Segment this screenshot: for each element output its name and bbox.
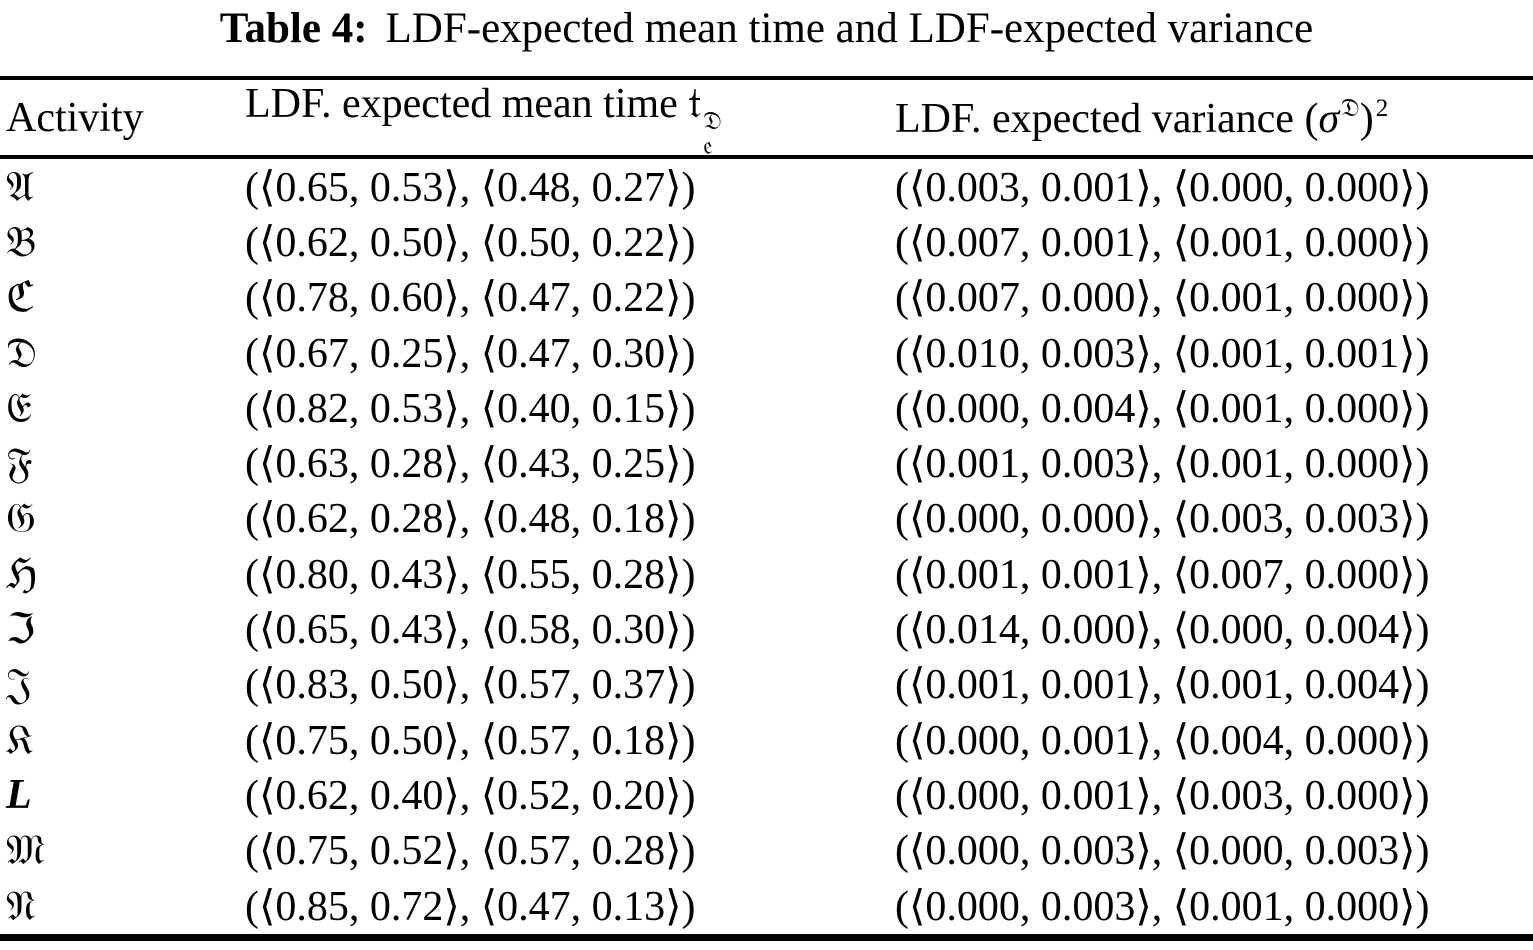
activity-glyph: ℭ (6, 272, 36, 322)
fraktur-t-symbol: 𝔱 (688, 77, 702, 127)
squared-exponent: 2 (1375, 94, 1389, 122)
activity-glyph: 𝔊 (6, 493, 36, 543)
mean-cell: (⟨0.62, 0.40⟩, ⟨0.52, 0.20⟩) (245, 772, 696, 819)
activity-cell: 𝔇 (0, 328, 245, 378)
table-row: ℌ (⟨0.80, 0.43⟩, ⟨0.55, 0.28⟩) (⟨0.001, … (0, 546, 1533, 601)
table-caption-label: Table 4: (219, 5, 368, 52)
table-row: ℑ (⟨0.65, 0.43⟩, ⟨0.58, 0.30⟩) (⟨0.014, … (0, 601, 1533, 656)
mean-cell: (⟨0.78, 0.60⟩, ⟨0.47, 0.22⟩) (245, 275, 696, 322)
variance-cell: (⟨0.001, 0.001⟩, ⟨0.001, 0.004⟩) (895, 662, 1430, 709)
activity-cell: 𝔅 (0, 217, 245, 267)
variance-cell: (⟨0.007, 0.000⟩, ⟨0.001, 0.000⟩) (895, 275, 1430, 322)
variance-header-text: LDF. expected variance (895, 95, 1305, 142)
variance-cell: (⟨0.000, 0.003⟩, ⟨0.001, 0.000⟩) (895, 883, 1430, 930)
activity-glyph: 𝔐 (6, 825, 45, 875)
variance-cell: (⟨0.010, 0.003⟩, ⟨0.001, 0.001⟩) (895, 330, 1430, 377)
variance-cell: (⟨0.007, 0.001⟩, ⟨0.001, 0.000⟩) (895, 219, 1430, 266)
activity-cell: ℌ (0, 549, 245, 599)
activity-glyph: ℌ (6, 548, 38, 598)
table-row: 𝔇 (⟨0.67, 0.25⟩, ⟨0.47, 0.30⟩) (⟨0.010, … (0, 325, 1533, 380)
activity-glyph: L (6, 771, 32, 818)
open-paren: ( (1304, 95, 1319, 142)
activity-cell: 𝔑 (0, 881, 245, 931)
activity-cell: 𝔍 (0, 659, 245, 709)
mean-cell: (⟨0.83, 0.50⟩, ⟨0.57, 0.37⟩) (245, 662, 696, 709)
mean-header-text: LDF. expected mean time (245, 80, 689, 127)
variance-cell: (⟨0.000, 0.001⟩, ⟨0.003, 0.000⟩) (895, 772, 1430, 819)
mean-cell: (⟨0.75, 0.50⟩, ⟨0.57, 0.18⟩) (245, 717, 696, 764)
table-caption-text: LDF-expected mean time and LDF-expected … (385, 5, 1314, 52)
table-row: 𝔅 (⟨0.62, 0.50⟩, ⟨0.50, 0.22⟩) (⟨0.007, … (0, 214, 1533, 269)
variance-cell: (⟨0.000, 0.003⟩, ⟨0.000, 0.003⟩) (895, 828, 1430, 875)
mean-cell: (⟨0.80, 0.43⟩, ⟨0.55, 0.28⟩) (245, 551, 696, 598)
activity-glyph: 𝔅 (6, 216, 37, 266)
activity-glyph: 𝔄 (6, 161, 34, 211)
table-caption: Table 4: LDF-expected mean time and LDF-e… (0, 4, 1533, 53)
activity-cell: 𝔉 (0, 438, 245, 488)
activity-glyph: 𝔑 (6, 880, 36, 930)
table-top-rule (0, 76, 1533, 80)
table-body: 𝔄 (⟨0.65, 0.53⟩, ⟨0.48, 0.27⟩) (⟨0.003, … (0, 159, 1533, 933)
table-row: 𝔄 (⟨0.65, 0.53⟩, ⟨0.48, 0.27⟩) (⟨0.003, … (0, 159, 1533, 214)
mean-cell: (⟨0.63, 0.28⟩, ⟨0.43, 0.25⟩) (245, 441, 696, 488)
activity-cell: 𝔈 (0, 383, 245, 433)
activity-glyph: 𝔍 (6, 659, 32, 709)
table-row: L (⟨0.62, 0.40⟩, ⟨0.52, 0.20⟩) (⟨0.000, … (0, 767, 1533, 822)
variance-cell: (⟨0.001, 0.001⟩, ⟨0.007, 0.000⟩) (895, 551, 1430, 598)
activity-cell: ℭ (0, 272, 245, 322)
activity-glyph: 𝔉 (6, 438, 33, 488)
variance-cell: (⟨0.000, 0.004⟩, ⟨0.001, 0.000⟩) (895, 385, 1430, 432)
table-row: ℭ (⟨0.78, 0.60⟩, ⟨0.47, 0.22⟩) (⟨0.007, … (0, 270, 1533, 325)
close-paren: ) (1359, 95, 1374, 142)
mean-cell: (⟨0.62, 0.50⟩, ⟨0.50, 0.22⟩) (245, 219, 696, 266)
table-header-rule (0, 155, 1533, 159)
activity-glyph: 𝔇 (6, 327, 38, 377)
mean-cell: (⟨0.62, 0.28⟩, ⟨0.48, 0.18⟩) (245, 496, 696, 543)
activity-cell: 𝔐 (0, 825, 245, 875)
activity-glyph: ℑ (6, 604, 36, 654)
variance-cell: (⟨0.000, 0.001⟩, ⟨0.004, 0.000⟩) (895, 717, 1430, 764)
column-header-variance: LDF. expected variance (σ𝔇)2 (895, 93, 1533, 143)
activity-cell: 𝔊 (0, 493, 245, 543)
table-row: 𝔊 (⟨0.62, 0.28⟩, ⟨0.48, 0.18⟩) (⟨0.000, … (0, 491, 1533, 546)
activity-glyph: 𝔈 (6, 382, 32, 432)
mean-cell: (⟨0.85, 0.72⟩, ⟨0.47, 0.13⟩) (245, 883, 696, 930)
table-row: 𝔑 (⟨0.85, 0.72⟩, ⟨0.47, 0.13⟩) (⟨0.000, … (0, 878, 1533, 933)
activity-cell: ℑ (0, 604, 245, 654)
fraktur-e-subscript: 𝔢 (703, 130, 713, 160)
table-row: 𝔉 (⟨0.63, 0.28⟩, ⟨0.43, 0.25⟩) (⟨0.001, … (0, 435, 1533, 490)
activity-glyph: 𝔎 (6, 714, 34, 764)
mean-cell: (⟨0.65, 0.53⟩, ⟨0.48, 0.27⟩) (245, 164, 696, 211)
mean-cell: (⟨0.75, 0.52⟩, ⟨0.57, 0.28⟩) (245, 828, 696, 875)
variance-cell: (⟨0.000, 0.000⟩, ⟨0.003, 0.003⟩) (895, 496, 1430, 543)
fraktur-d-superscript: 𝔇 (703, 105, 722, 135)
variance-cell: (⟨0.003, 0.001⟩, ⟨0.000, 0.000⟩) (895, 164, 1430, 211)
table-row: 𝔍 (⟨0.83, 0.50⟩, ⟨0.57, 0.37⟩) (⟨0.001, … (0, 657, 1533, 712)
table-row: 𝔎 (⟨0.75, 0.50⟩, ⟨0.57, 0.18⟩) (⟨0.000, … (0, 712, 1533, 767)
mean-cell: (⟨0.82, 0.53⟩, ⟨0.40, 0.15⟩) (245, 385, 696, 432)
variance-cell: (⟨0.014, 0.000⟩, ⟨0.000, 0.004⟩) (895, 607, 1430, 654)
table-bottom-rule (0, 934, 1533, 941)
variance-cell: (⟨0.001, 0.003⟩, ⟨0.001, 0.000⟩) (895, 441, 1430, 488)
sigma-symbol: σ (1318, 95, 1340, 142)
fraktur-d-superscript: 𝔇 (1341, 92, 1360, 122)
mean-cell: (⟨0.65, 0.43⟩, ⟨0.58, 0.30⟩) (245, 607, 696, 654)
table-row: 𝔈 (⟨0.82, 0.53⟩, ⟨0.40, 0.15⟩) (⟨0.000, … (0, 380, 1533, 435)
activity-cell: 𝔄 (0, 162, 245, 212)
table-row: 𝔐 (⟨0.75, 0.52⟩, ⟨0.57, 0.28⟩) (⟨0.000, … (0, 823, 1533, 878)
column-header-activity: Activity (6, 94, 144, 141)
mean-cell: (⟨0.67, 0.25⟩, ⟨0.47, 0.30⟩) (245, 330, 696, 377)
activity-cell: L (0, 771, 245, 819)
activity-cell: 𝔎 (0, 715, 245, 765)
